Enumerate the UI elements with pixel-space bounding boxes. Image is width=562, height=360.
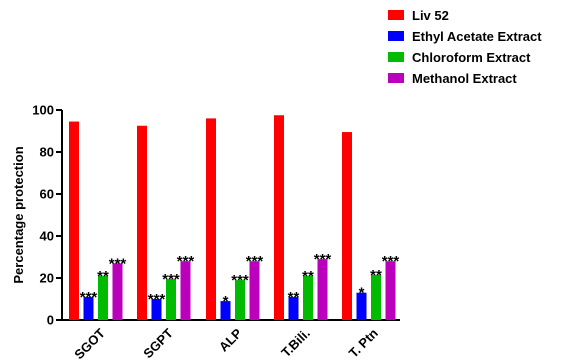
legend-swatch	[388, 52, 404, 62]
x-axis-labels: SGOT SGPT ALP T.Bili. T. Ptn	[71, 325, 381, 360]
bar	[151, 299, 162, 320]
legend-swatch	[388, 31, 404, 41]
bar	[180, 261, 191, 320]
significance-label: **	[288, 289, 300, 306]
bar	[317, 259, 328, 320]
significance-labels: *************************************	[80, 251, 400, 310]
significance-label: ***	[382, 253, 400, 270]
bar	[249, 261, 260, 320]
bar	[98, 275, 108, 320]
significance-label: ***	[177, 253, 195, 270]
y-tick-label: 100	[32, 103, 54, 118]
significance-label: *	[223, 293, 229, 310]
significance-label: ***	[109, 255, 127, 272]
significance-label: ***	[80, 289, 98, 306]
y-tick-label: 0	[47, 313, 54, 328]
x-category-label: SGPT	[140, 325, 176, 360]
legend-swatch	[388, 73, 404, 83]
y-tick-label: 20	[40, 271, 54, 286]
x-category-label: T.Bili.	[278, 326, 313, 360]
bar	[356, 292, 367, 320]
bar	[137, 125, 147, 320]
significance-label: ***	[231, 272, 249, 289]
significance-label: **	[370, 267, 382, 284]
bar	[206, 118, 216, 321]
significance-label: ***	[148, 291, 166, 308]
legend-entry: Ethyl Acetate Extract	[412, 29, 542, 44]
bar	[303, 275, 313, 320]
significance-label: ***	[314, 251, 332, 268]
y-axis-ticks: 0 20 40 60 80 100	[32, 103, 62, 328]
bar	[69, 121, 79, 320]
significance-label: *	[359, 285, 365, 302]
bar	[166, 279, 176, 320]
y-tick-label: 60	[40, 187, 54, 202]
x-category-label: T. Ptn	[346, 325, 381, 360]
y-tick-label: 40	[40, 229, 54, 244]
bar	[385, 261, 396, 320]
y-tick-label: 80	[40, 145, 54, 160]
bar	[112, 263, 123, 320]
bar	[235, 280, 245, 320]
bar	[371, 274, 381, 320]
bar	[83, 296, 94, 320]
significance-label: ***	[246, 253, 264, 270]
significance-label: **	[302, 268, 314, 285]
bar	[288, 296, 299, 320]
y-axis-label: Percentage protection	[11, 146, 26, 283]
significance-label: **	[97, 268, 109, 285]
significance-label: ***	[162, 271, 180, 288]
chart-legend: Liv 52 Ethyl Acetate Extract Chloroform Ex…	[388, 8, 542, 86]
legend-swatch	[388, 10, 404, 20]
legend-entry: Methanol Extract	[412, 71, 517, 86]
x-category-label: ALP	[216, 325, 245, 354]
bar	[220, 301, 231, 320]
bar-group	[69, 115, 396, 321]
x-category-label: SGOT	[71, 325, 108, 360]
legend-entry: Chloroform Extract	[412, 50, 531, 65]
bar	[342, 132, 352, 320]
bar	[274, 115, 284, 320]
legend-entry: Liv 52	[412, 8, 449, 23]
